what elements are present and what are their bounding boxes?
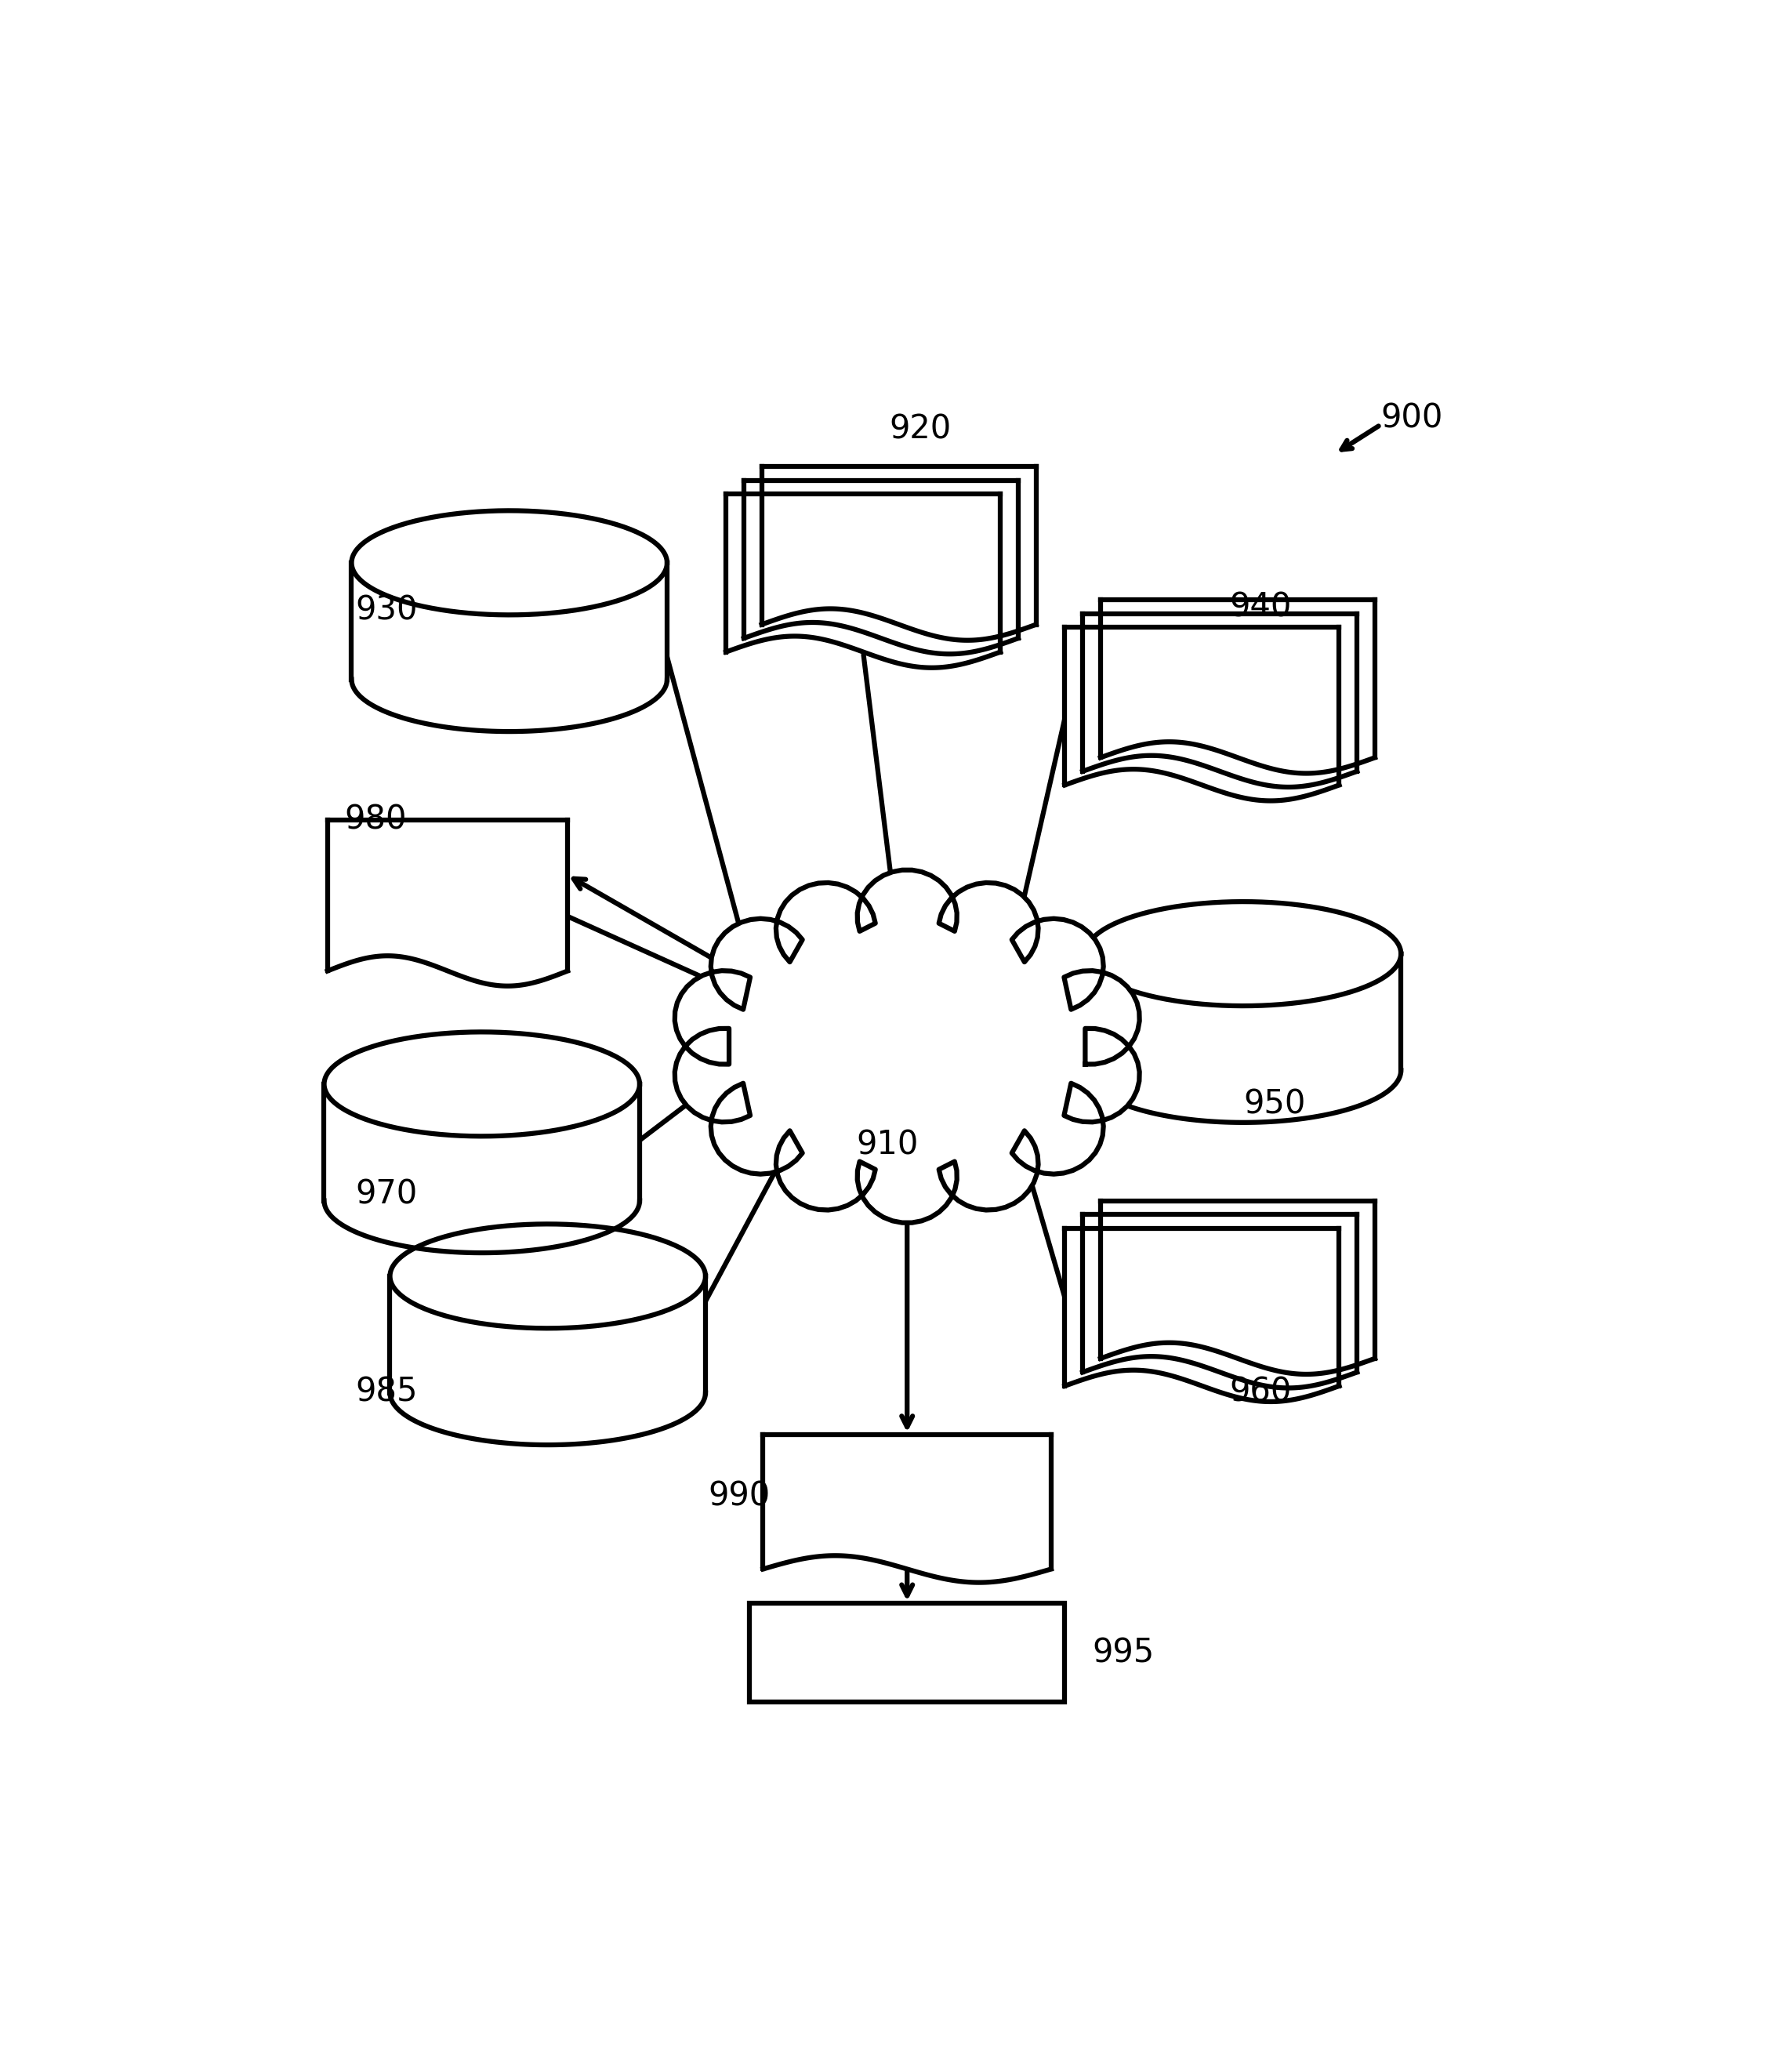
Text: 920: 920 <box>889 412 952 445</box>
Polygon shape <box>389 1225 706 1328</box>
Polygon shape <box>1066 1229 1340 1386</box>
Text: 950: 950 <box>1243 1088 1306 1121</box>
Polygon shape <box>1101 1200 1375 1359</box>
Text: 930: 930 <box>356 595 418 626</box>
Polygon shape <box>1085 901 1402 1005</box>
Polygon shape <box>1083 1214 1358 1372</box>
Polygon shape <box>327 821 568 972</box>
Polygon shape <box>324 1032 639 1135</box>
Polygon shape <box>761 466 1035 624</box>
Text: 985: 985 <box>356 1376 418 1409</box>
FancyBboxPatch shape <box>324 1084 639 1200</box>
Text: 995: 995 <box>1092 1637 1154 1670</box>
Text: 990: 990 <box>708 1479 770 1513</box>
Polygon shape <box>726 495 1000 653</box>
Text: 900: 900 <box>1381 402 1443 435</box>
Bar <box>749 1604 1066 1701</box>
FancyBboxPatch shape <box>389 1276 706 1392</box>
Text: 960: 960 <box>1230 1376 1292 1409</box>
Text: 940: 940 <box>1230 591 1292 624</box>
Text: 910: 910 <box>857 1129 919 1162</box>
Polygon shape <box>749 1604 1066 1701</box>
Polygon shape <box>1066 628 1340 785</box>
Polygon shape <box>743 481 1018 638</box>
Polygon shape <box>674 870 1140 1222</box>
Polygon shape <box>763 1434 1051 1569</box>
Text: 970: 970 <box>356 1179 418 1210</box>
Polygon shape <box>1101 599 1375 758</box>
Polygon shape <box>352 510 667 615</box>
Text: 980: 980 <box>345 804 407 837</box>
Polygon shape <box>1083 613 1358 771</box>
FancyBboxPatch shape <box>352 564 667 680</box>
FancyBboxPatch shape <box>1085 953 1402 1071</box>
